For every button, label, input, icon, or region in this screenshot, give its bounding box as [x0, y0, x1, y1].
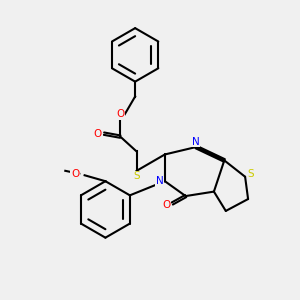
Text: O: O [71, 169, 79, 179]
Text: N: N [192, 137, 200, 147]
Text: S: S [133, 171, 140, 181]
Text: S: S [247, 169, 254, 179]
Text: O: O [94, 129, 102, 139]
Text: O: O [162, 200, 170, 210]
Text: N: N [156, 176, 164, 186]
Text: O: O [116, 109, 124, 119]
